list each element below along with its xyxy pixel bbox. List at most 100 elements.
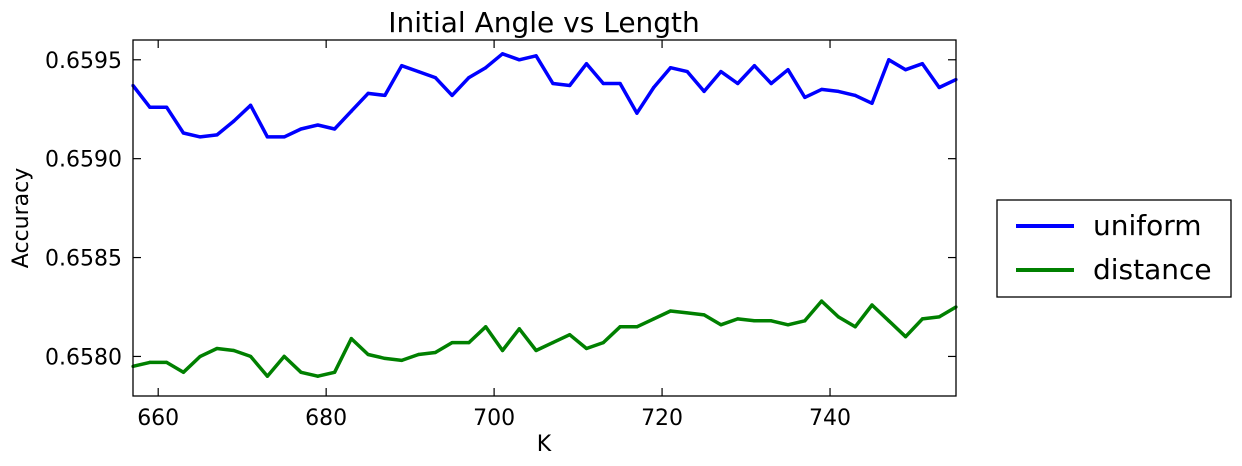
data-point — [164, 105, 169, 109]
data-point — [248, 354, 253, 359]
plot-area-frame — [132, 39, 957, 397]
data-point — [887, 319, 891, 323]
data-point — [198, 354, 202, 359]
data-point — [248, 103, 253, 107]
data-point — [719, 323, 723, 327]
data-point — [584, 62, 589, 66]
data-point — [853, 93, 857, 97]
data-point — [618, 81, 622, 86]
data-point — [517, 327, 521, 331]
data-point — [433, 350, 437, 355]
x-axis-label: K — [537, 432, 552, 457]
data-point — [332, 127, 337, 131]
x-tick-label: 740 — [809, 406, 851, 431]
data-point — [937, 85, 941, 90]
data-point — [450, 341, 454, 345]
data-point — [416, 352, 421, 357]
legend-frame — [996, 199, 1232, 298]
data-point — [265, 135, 269, 139]
x-axis: 660 680 700 720 740 — [137, 40, 851, 431]
data-point — [618, 325, 622, 329]
data-point — [668, 66, 673, 70]
data-point — [349, 337, 353, 341]
data-point — [433, 75, 437, 80]
data-point — [383, 356, 387, 361]
data-point — [416, 70, 421, 74]
data-point — [215, 133, 219, 137]
data-point — [652, 317, 656, 321]
y-tick-label: 0.6585 — [45, 247, 122, 272]
data-point — [920, 62, 925, 66]
data-point — [484, 66, 488, 70]
data-point — [400, 358, 404, 362]
chart-title: Initial Angle vs Length — [388, 6, 700, 39]
data-point — [484, 325, 488, 329]
data-point — [920, 317, 925, 321]
data-point — [534, 348, 538, 353]
data-point — [635, 111, 639, 115]
data-point — [601, 81, 605, 86]
data-point — [383, 93, 387, 97]
data-point — [601, 341, 605, 345]
series-layer — [131, 52, 958, 378]
data-point — [299, 127, 303, 131]
series-line-uniform — [131, 52, 957, 139]
data-point — [181, 370, 185, 374]
data-point — [568, 83, 572, 88]
data-point — [316, 123, 320, 127]
y-axis-label: Accuracy — [9, 168, 34, 268]
data-point — [870, 101, 874, 105]
data-point — [282, 135, 286, 139]
data-point — [635, 325, 639, 329]
data-point — [332, 370, 337, 374]
data-point — [937, 315, 941, 319]
data-point — [148, 360, 152, 364]
series-distance — [131, 299, 958, 378]
data-point — [198, 135, 202, 139]
x-tick-label: 700 — [473, 406, 515, 431]
data-point — [820, 87, 824, 92]
data-point — [786, 323, 790, 327]
data-point — [366, 91, 370, 95]
data-point — [551, 341, 555, 345]
data-point — [870, 303, 874, 307]
data-point — [836, 89, 841, 94]
data-point — [752, 64, 757, 68]
series-uniform — [131, 52, 958, 139]
y-tick-label: 0.6580 — [45, 345, 122, 370]
data-point — [232, 119, 236, 123]
data-point — [836, 315, 841, 319]
data-point — [685, 70, 689, 74]
data-point — [500, 52, 505, 56]
data-point — [887, 58, 891, 62]
data-point — [467, 75, 471, 80]
data-point — [584, 346, 589, 351]
data-point — [568, 333, 572, 337]
data-point — [853, 325, 857, 329]
data-point — [904, 68, 908, 72]
data-point — [769, 319, 773, 323]
legend-item-uniform: uniform — [1016, 209, 1202, 242]
data-point — [719, 70, 723, 74]
data-point — [517, 58, 521, 62]
data-point — [736, 81, 740, 86]
data-point — [820, 299, 824, 303]
data-point — [215, 346, 219, 351]
legend-label: distance — [1093, 253, 1212, 286]
data-point — [752, 319, 757, 323]
data-point — [164, 360, 169, 364]
data-point — [232, 348, 236, 353]
data-point — [769, 81, 773, 86]
y-tick-label: 0.6595 — [45, 49, 122, 74]
data-point — [265, 374, 269, 378]
x-tick-label: 660 — [137, 406, 179, 431]
data-point — [652, 85, 656, 90]
y-tick-label: 0.6590 — [45, 148, 122, 173]
data-point — [148, 105, 152, 109]
y-axis: 0.6580 0.6585 0.6590 0.6595 — [45, 49, 956, 370]
legend: uniform distance — [996, 199, 1232, 298]
legend-label: uniform — [1093, 209, 1202, 242]
data-point — [551, 81, 555, 86]
x-tick-label: 720 — [641, 406, 683, 431]
